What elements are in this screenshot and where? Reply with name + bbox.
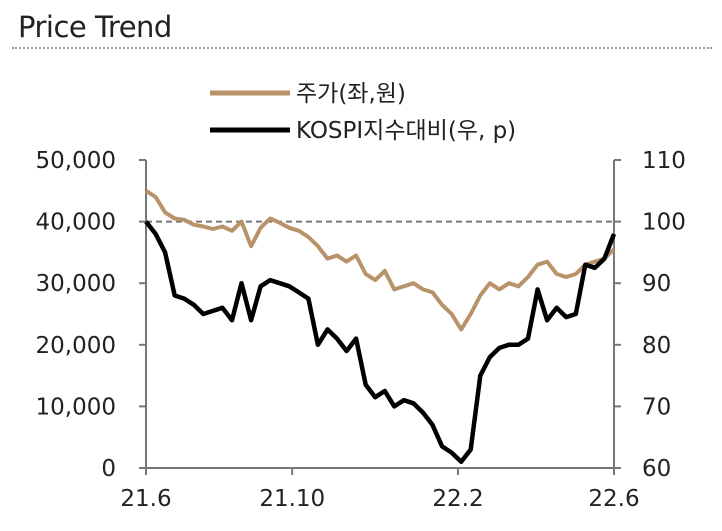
legend-label-kospi-relative: KOSPI지수대비(우, p) <box>296 118 516 144</box>
right-tick-label: 90 <box>642 271 671 297</box>
right-tick-label: 60 <box>642 456 671 482</box>
series-line-stock-price <box>144 189 616 332</box>
left-tick-label: 40,000 <box>36 210 116 236</box>
right-tick-label: 80 <box>642 333 671 359</box>
left-tick-label: 20,000 <box>36 333 116 359</box>
x-tick-label: 21.10 <box>259 486 325 512</box>
chart-axes <box>139 159 621 475</box>
right-tick-label: 70 <box>642 394 671 420</box>
chart-title: Price Trend <box>18 10 172 44</box>
tick-labels: 0 10,000 20,000 30,000 40,000 50,000 60 70 80 90 1… <box>36 148 686 512</box>
left-tick-label: 10,000 <box>36 394 116 420</box>
left-tick-label: 50,000 <box>36 148 116 174</box>
left-tick-label: 0 <box>101 456 116 482</box>
left-tick-label: 30,000 <box>36 271 116 297</box>
x-tick-label: 21.6 <box>120 486 171 512</box>
right-tick-label: 110 <box>642 148 686 174</box>
series-group <box>144 189 617 465</box>
legend-label-stock-price: 주가(좌,원) <box>296 81 406 107</box>
right-tick-label: 100 <box>642 210 686 236</box>
x-tick-label: 22.2 <box>432 486 483 512</box>
chart-legend: 주가(좌,원) KOSPI지수대비(우, p) <box>210 81 516 144</box>
title-divider <box>12 47 712 49</box>
x-tick-label: 22.6 <box>588 486 639 512</box>
series-line-kospi-relative <box>144 220 617 465</box>
